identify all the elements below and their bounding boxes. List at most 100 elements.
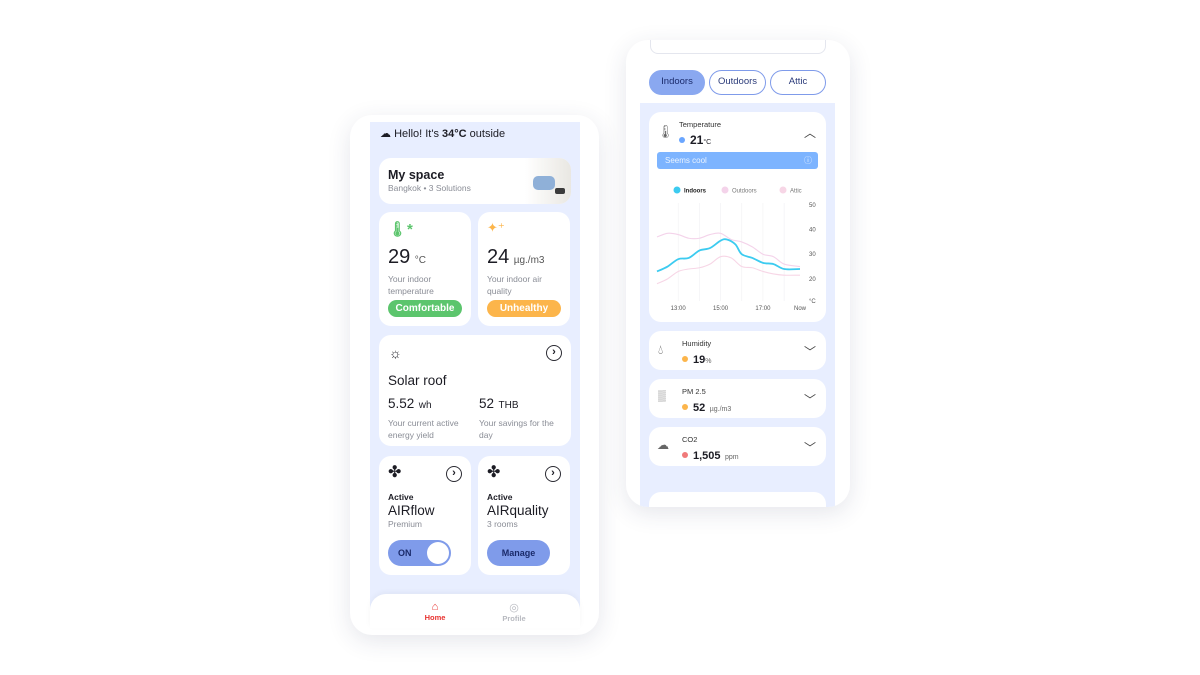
x-tick-label: Now (794, 306, 807, 312)
home-icon: ⌂ (431, 601, 439, 613)
banner-text: Seems cool (665, 156, 707, 165)
status-dot (682, 403, 688, 410)
droplet-icon: 💧︎ (658, 342, 664, 357)
cloud-co2-icon: ☁︎ (657, 438, 669, 452)
indoor-air-card[interactable]: ✦⁺ 24 µg./m3 Your indoor air quality Unh… (478, 212, 570, 326)
pm25-unit: µg./m3 (709, 406, 732, 413)
yield-unit: wh (418, 400, 432, 411)
temperature-title: Temperature (679, 120, 722, 129)
airquality-card[interactable]: ✤ › Active AIRquality 3 rooms Manage (478, 456, 570, 575)
temperature-value: 29 (388, 246, 411, 268)
airquality-sub: 3 rooms (487, 519, 518, 529)
legend-marker-outdoors (721, 186, 729, 194)
tab-attic[interactable]: Attic (770, 70, 826, 95)
outside-temperature: 34°C (442, 128, 467, 140)
co2-unit: ppm (724, 454, 739, 461)
tab-outdoors[interactable]: Outdoors (709, 70, 766, 95)
nav-profile[interactable]: ◎ Profile (498, 601, 530, 623)
profile-icon: ◎ (509, 602, 519, 614)
indoor-temperature-card[interactable]: 🌡︎* 29 °C Your indoor temperature Comfor… (379, 212, 471, 326)
co2-title: CO2 (682, 435, 698, 444)
humidity-card[interactable]: 💧︎ Humidity 19% ﹀ (649, 331, 826, 370)
solar-open-arrow-icon[interactable]: › (546, 345, 562, 361)
co2-card[interactable]: ☁︎ CO2 1,505 ppm ﹀ (649, 427, 826, 466)
energy-yield: 5.52 wh (388, 395, 432, 413)
airquality-state: Active (487, 492, 513, 502)
humidity-value: 19 (693, 354, 706, 366)
pm25-value: 52 (693, 402, 706, 414)
x-tick-label: 15:00 (713, 306, 729, 312)
humidity-title: Humidity (682, 339, 712, 348)
savings: 52 THB (479, 395, 518, 413)
series-line-attic (656, 255, 801, 285)
nav-home[interactable]: ⌂ Home (420, 601, 450, 622)
comfort-status-badge: Comfortable (388, 300, 462, 317)
solar-panel-icon: ☼ (389, 345, 402, 361)
air-label: Your indoor air quality (487, 274, 542, 296)
chevron-down-icon[interactable]: ﹀ (803, 441, 816, 455)
y-unit-label: °C (809, 299, 816, 305)
greeting-suffix: outside (466, 128, 506, 140)
y-tick-label: 40 (809, 228, 816, 234)
airflow-open-arrow-icon[interactable]: › (446, 466, 462, 482)
legend-label-outdoors: Outdoors (732, 189, 757, 195)
temperature-chart: Indoors Outdoors Attic 50 40 30 20 °C 13:00 15:00… (656, 186, 816, 312)
manage-button[interactable]: Manage (487, 540, 550, 566)
co2-reading: 1,505 ppm (682, 446, 739, 464)
room-photo (525, 158, 571, 204)
greeting: ☁ Hello! It's 34°C outside (380, 127, 505, 140)
greeting-prefix: Hello! It's (394, 128, 443, 140)
savings-unit: THB (498, 400, 519, 411)
tab-indoors[interactable]: Indoors (649, 70, 705, 95)
pm25-card[interactable]: ▒ PM 2.5 52 µg./m3 ﹀ (649, 379, 826, 418)
airflow-toggle[interactable]: ON (388, 540, 451, 566)
air-status-badge: Unhealthy (487, 300, 561, 317)
search-bar-edge (650, 40, 826, 54)
legend-marker-attic (779, 186, 787, 194)
temperature-label: Your indoor temperature (388, 274, 434, 296)
status-dot (679, 136, 685, 143)
series-line-outdoors (656, 232, 801, 268)
humidity-reading: 19% (682, 350, 711, 368)
fan-icon: ✤ (388, 464, 402, 481)
y-tick-label: 30 (809, 252, 816, 258)
yield-value: 5.52 (388, 396, 415, 411)
air-reading: 24 µg./m3 (487, 246, 544, 269)
solar-roof-card[interactable]: ☼ › Solar roof 5.52 wh Your current acti… (379, 335, 571, 446)
my-space-card[interactable]: My space Bangkok • 3 Solutions (379, 158, 571, 204)
toggle-label: ON (398, 548, 412, 558)
savings-value: 52 (479, 396, 495, 411)
legend-label-indoors: Indoors (684, 189, 707, 195)
pm25-title: PM 2.5 (682, 387, 706, 396)
co2-value: 1,505 (693, 450, 721, 462)
air-unit: µg./m3 (513, 255, 545, 266)
yield-label: Your current active energy yield (388, 418, 459, 440)
info-icon[interactable]: ⓘ (804, 156, 812, 165)
y-tick-label: 50 (809, 203, 816, 209)
x-tick-label: 13:00 (671, 306, 687, 312)
temperature-unit: °C (703, 139, 712, 146)
chevron-up-icon[interactable]: ︿ (803, 126, 816, 140)
chevron-down-icon[interactable]: ﹀ (803, 345, 816, 359)
space-subtitle: Bangkok • 3 Solutions (388, 183, 471, 193)
nav-profile-label: Profile (502, 614, 526, 623)
chevron-down-icon[interactable]: ﹀ (803, 393, 816, 407)
fan-icon: ✤ (487, 464, 501, 481)
airflow-sub: Premium (388, 519, 423, 529)
thermometer-icon: 🌡︎ (657, 124, 674, 139)
seems-cool-banner: Seems cool ⓘ (657, 152, 818, 169)
temperature-reading: 29 °C (388, 246, 426, 269)
temperature-reading: 21°C (679, 131, 711, 149)
airflow-name: AIRflow (388, 503, 435, 518)
sparkle-particles-icon: ✦⁺ (487, 220, 505, 235)
airquality-open-arrow-icon[interactable]: › (545, 466, 561, 482)
airflow-card[interactable]: ✤ › Active AIRflow Premium ON (379, 456, 471, 575)
air-value: 24 (487, 246, 510, 268)
temperature-detail-card: 🌡︎ Temperature 21°C ︿ Seems cool ⓘ (649, 112, 826, 322)
x-tick-label: 17:00 (755, 306, 771, 312)
filter-icon: ▒ (658, 390, 666, 402)
legend-marker-indoors (673, 186, 681, 194)
legend-label-attic: Attic (790, 189, 802, 195)
bottom-nav: ⌂ Home ◎ Profile (370, 594, 580, 628)
airflow-state: Active (388, 492, 414, 502)
